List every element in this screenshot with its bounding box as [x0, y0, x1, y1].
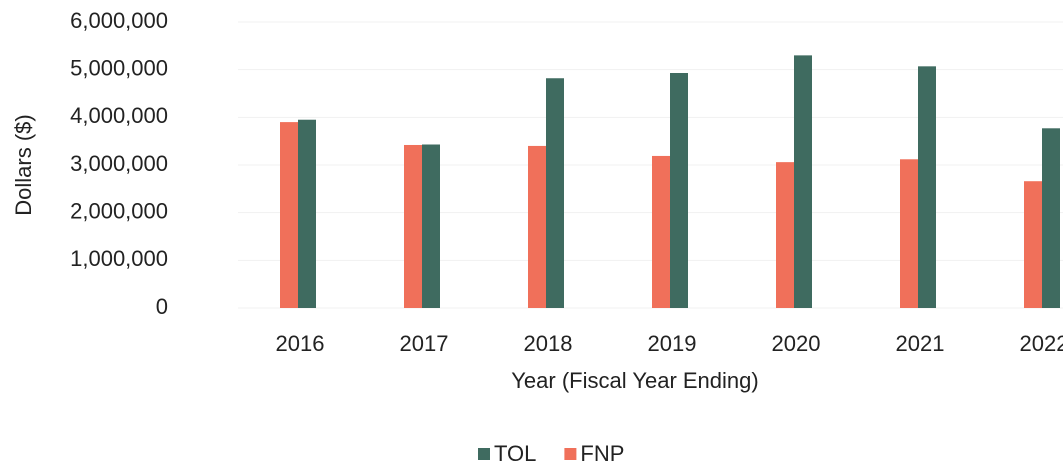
x-axis-title: Year (Fiscal Year Ending) — [511, 368, 758, 393]
bar — [900, 159, 918, 308]
bar — [652, 155, 670, 308]
bar — [794, 55, 812, 308]
legend-label: FNP — [580, 441, 624, 466]
y-tick-label: 0 — [156, 294, 168, 319]
y-axis-title: Dollars ($) — [11, 114, 36, 215]
y-tick-label: 4,000,000 — [70, 103, 168, 128]
x-tick-label: 2018 — [524, 331, 573, 356]
y-tick-label: 6,000,000 — [70, 8, 168, 33]
x-tick-label: 2022 — [1020, 331, 1063, 356]
legend-label: TOL — [494, 441, 536, 466]
legend-swatch — [478, 448, 490, 460]
y-tick-label: 5,000,000 — [70, 55, 168, 80]
bar — [918, 66, 936, 308]
bar — [280, 122, 298, 308]
bar — [404, 144, 422, 308]
bar — [1024, 181, 1042, 308]
bar — [1042, 128, 1060, 308]
bar — [528, 145, 546, 308]
y-tick-label: 3,000,000 — [70, 151, 168, 176]
bar — [776, 162, 794, 308]
x-tick-label: 2016 — [276, 331, 325, 356]
x-tick-label: 2019 — [648, 331, 697, 356]
bar — [546, 78, 564, 308]
x-tick-label: 2017 — [400, 331, 449, 356]
bar — [298, 119, 316, 308]
x-tick-label: 2020 — [772, 331, 821, 356]
y-tick-label: 1,000,000 — [70, 246, 168, 271]
legend-swatch — [564, 448, 577, 460]
y-tick-label: 2,000,000 — [70, 198, 168, 223]
bar — [422, 144, 440, 308]
x-tick-label: 2021 — [896, 331, 945, 356]
bar — [670, 73, 688, 309]
